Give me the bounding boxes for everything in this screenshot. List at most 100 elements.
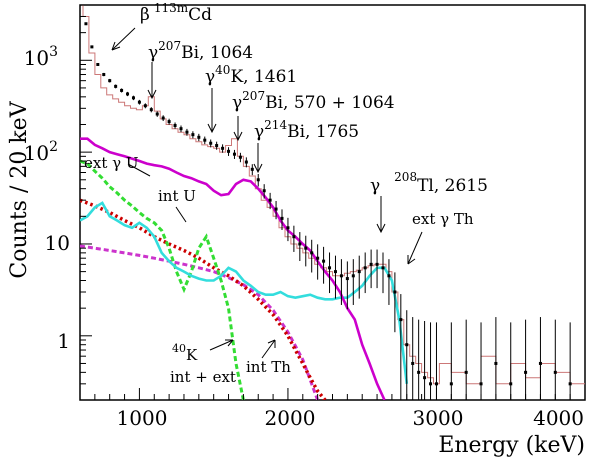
annotation-cd113: β 113mCd: [140, 1, 212, 25]
data-point: [304, 246, 308, 250]
arrow-int-th-head: [267, 339, 276, 348]
data-point: [387, 274, 391, 278]
data-point: [449, 382, 453, 386]
data-point: [221, 146, 225, 150]
annotation-bi1765: γ214Bi, 1765: [254, 118, 359, 142]
data-point: [322, 259, 326, 263]
series-line-ext-th: [80, 201, 409, 384]
series-line-total-mc: [80, 5, 585, 385]
plot-frame: [79, 4, 586, 401]
data-point: [369, 262, 373, 266]
arrow-bi1765-head: [253, 163, 263, 174]
arrow-k1461-head: [207, 123, 217, 134]
curves-layer: [80, 5, 585, 400]
data-point: [399, 318, 403, 322]
data-point: [179, 127, 183, 131]
y-tick-label-1: 1: [57, 329, 70, 353]
data-point: [568, 382, 572, 386]
arrow-cd113-head: [111, 41, 121, 51]
arrow-cd113: [111, 27, 136, 51]
x-axis-title: Energy (keV): [438, 433, 585, 458]
data-point: [393, 290, 397, 294]
data-point: [310, 251, 314, 255]
data-point: [375, 262, 379, 266]
data-point: [339, 274, 343, 278]
data-point: [96, 62, 100, 66]
data-point: [509, 382, 513, 386]
data-point: [262, 189, 266, 193]
data-point: [538, 361, 542, 365]
data-point: [423, 376, 427, 380]
label-ext-gamma-u: ext γ U: [84, 154, 139, 172]
label-k40: 40K: [172, 342, 198, 364]
y-tick-labels: 1 10 102 103: [24, 44, 70, 353]
arrow-int-u: [175, 206, 187, 223]
x-tick-label-1000: 1000: [117, 406, 168, 430]
data-point: [524, 370, 528, 374]
data-point: [417, 370, 421, 374]
arrow-k40: [209, 339, 234, 351]
data-point: [167, 120, 171, 124]
data-point: [244, 160, 248, 164]
data-point: [149, 108, 153, 112]
arrow-ext-th: [407, 231, 423, 265]
series-line-k40: [80, 244, 320, 400]
arrow-k40-head: [225, 339, 234, 347]
data-point: [434, 382, 438, 386]
annotation-bi570: γ207Bi, 570 + 1064: [232, 89, 395, 113]
data-point: [173, 123, 177, 127]
annotation-k1461: γ40K, 1461: [205, 63, 297, 87]
data-point: [405, 343, 409, 347]
series-line-int-th: [80, 198, 327, 400]
y-tick-label-100: 102: [24, 139, 58, 165]
data-point: [84, 22, 88, 26]
data-point: [102, 73, 106, 77]
data-point: [333, 270, 337, 274]
data-point: [126, 92, 130, 96]
data-point: [553, 370, 557, 374]
data-point: [411, 361, 415, 365]
data-point: [429, 382, 433, 386]
data-point: [191, 133, 195, 137]
data-point: [227, 149, 231, 153]
annotation-arrows: [111, 27, 423, 359]
data-point: [238, 155, 242, 159]
data-point: [232, 152, 236, 156]
annotation-tl2615: γ 208Tl, 2615: [370, 170, 488, 196]
data-point: [345, 277, 349, 281]
data-point: [280, 216, 284, 220]
label-k40-int-ext: int + ext: [170, 368, 236, 386]
data-point: [143, 104, 147, 108]
data-point: [292, 235, 296, 239]
arrow-tl2615-head: [376, 223, 386, 234]
data-point: [155, 112, 159, 116]
data-point: [108, 79, 112, 83]
annotation-bi1064: γ207Bi, 1064: [148, 39, 253, 63]
data-point: [215, 144, 219, 148]
data-point: [268, 198, 272, 202]
arrow-int-th: [261, 339, 276, 359]
peak-annotations: β 113mCd γ207Bi, 1064 γ40K, 1461 γ207Bi, …: [140, 1, 488, 196]
data-point: [316, 256, 320, 260]
data-point: [357, 270, 361, 274]
data-point: [328, 266, 332, 270]
data-point: [363, 266, 367, 270]
data-point: [114, 84, 118, 88]
series-line-ext-u: [80, 137, 386, 400]
data-point: [494, 361, 498, 365]
data-point: [120, 88, 124, 92]
data-point: [90, 45, 94, 49]
data-point: [256, 178, 260, 182]
data-point: [298, 242, 302, 246]
data-point: [464, 370, 468, 374]
y-tick-label-10: 10: [45, 231, 70, 255]
series-data-points: [84, 22, 572, 400]
data-point: [131, 96, 135, 100]
data-point: [137, 100, 141, 104]
series-line-int-u: [80, 159, 245, 400]
data-point: [286, 226, 290, 230]
data-point: [351, 274, 355, 278]
data-point: [250, 167, 254, 171]
y-tick-label-1000: 103: [24, 44, 58, 70]
